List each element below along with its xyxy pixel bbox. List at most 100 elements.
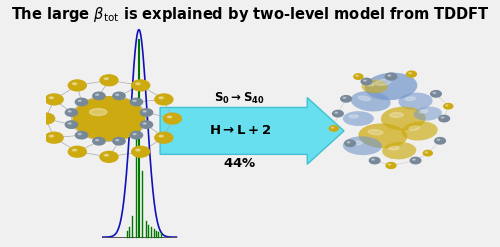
Circle shape [73,97,145,140]
Ellipse shape [343,111,374,126]
Ellipse shape [362,80,388,93]
Ellipse shape [133,100,136,102]
Circle shape [76,98,88,106]
Circle shape [164,113,182,124]
Ellipse shape [96,94,98,95]
Ellipse shape [372,159,374,160]
Circle shape [444,103,452,109]
Circle shape [132,80,150,91]
Text: $\mathbf{S_0 \rightarrow S_{40}}$: $\mathbf{S_0 \rightarrow S_{40}}$ [214,91,265,106]
Circle shape [113,92,125,100]
Ellipse shape [68,111,71,112]
Circle shape [340,96,351,102]
Ellipse shape [390,113,404,117]
Ellipse shape [168,116,172,118]
Circle shape [113,138,125,145]
Ellipse shape [350,91,391,111]
Ellipse shape [90,109,107,116]
Ellipse shape [349,115,358,118]
Ellipse shape [50,97,54,99]
Polygon shape [160,98,344,164]
Ellipse shape [420,110,428,113]
Ellipse shape [41,116,45,118]
Ellipse shape [159,135,164,137]
Ellipse shape [78,133,81,135]
Ellipse shape [104,78,108,80]
Ellipse shape [409,73,411,74]
Circle shape [435,138,446,144]
Ellipse shape [381,107,426,130]
Text: $\mathbf{44\%}$: $\mathbf{44\%}$ [223,157,256,169]
Circle shape [140,121,152,128]
Ellipse shape [442,117,444,118]
Ellipse shape [78,100,81,102]
Ellipse shape [343,136,382,155]
Circle shape [93,138,105,145]
Ellipse shape [412,159,415,160]
Circle shape [410,157,421,164]
Circle shape [100,75,118,86]
Ellipse shape [388,164,390,165]
Ellipse shape [376,80,391,85]
Circle shape [45,94,63,105]
Ellipse shape [356,75,358,76]
Ellipse shape [96,140,98,141]
Ellipse shape [343,97,345,98]
Ellipse shape [364,80,366,81]
Circle shape [430,91,442,97]
Ellipse shape [116,94,118,95]
Ellipse shape [389,146,399,150]
Ellipse shape [388,75,390,76]
Ellipse shape [136,83,140,85]
Ellipse shape [50,135,54,137]
Circle shape [130,131,142,139]
Ellipse shape [68,123,71,124]
Ellipse shape [409,126,420,130]
Circle shape [36,113,54,124]
Ellipse shape [358,96,370,101]
Ellipse shape [143,111,146,112]
Ellipse shape [382,142,416,159]
Circle shape [76,131,88,139]
Circle shape [68,146,86,157]
Circle shape [386,73,396,80]
Circle shape [45,132,63,143]
Text: $\mathbf{H \rightarrow L+2}$: $\mathbf{H \rightarrow L+2}$ [209,124,271,137]
Circle shape [345,140,356,146]
Ellipse shape [116,140,118,141]
Ellipse shape [358,124,408,148]
Circle shape [330,126,338,131]
Ellipse shape [72,83,77,85]
Circle shape [354,74,363,79]
Circle shape [68,80,86,91]
Circle shape [140,109,152,116]
Ellipse shape [433,92,436,93]
Circle shape [370,157,380,164]
Circle shape [93,92,105,100]
Ellipse shape [335,112,338,113]
Circle shape [406,71,416,77]
Ellipse shape [437,139,440,140]
Circle shape [132,146,150,157]
Ellipse shape [136,149,140,151]
Circle shape [66,109,78,116]
Ellipse shape [104,154,108,156]
Circle shape [130,98,142,106]
Ellipse shape [367,83,374,86]
Ellipse shape [350,141,362,145]
Ellipse shape [159,97,164,99]
Circle shape [332,110,343,117]
Circle shape [155,94,173,105]
Ellipse shape [426,152,428,153]
Text: The large $\beta_{\mathrm{tot}}$ is explained by two-level model from TDDFT: The large $\beta_{\mathrm{tot}}$ is expl… [10,5,490,24]
Ellipse shape [143,123,146,124]
Ellipse shape [364,73,418,100]
Ellipse shape [72,149,77,151]
Ellipse shape [368,130,383,135]
Ellipse shape [133,133,136,135]
Ellipse shape [406,97,415,101]
Circle shape [66,121,78,128]
Ellipse shape [402,121,438,141]
Ellipse shape [332,127,334,128]
Circle shape [424,150,432,156]
